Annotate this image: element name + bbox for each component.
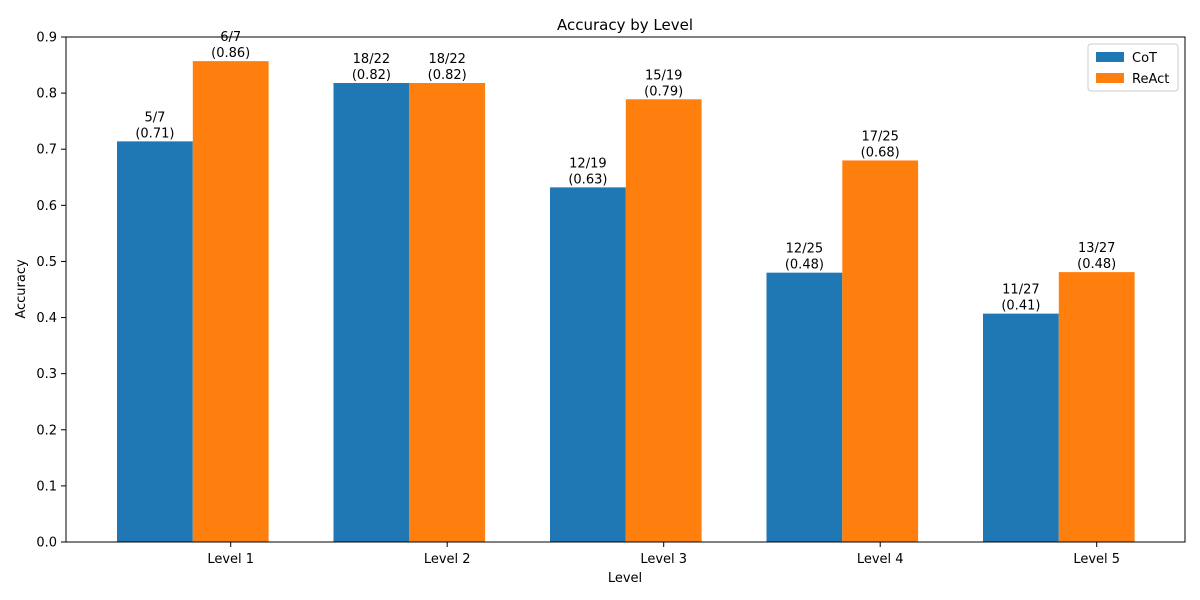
data-label-fraction: 18/22 (428, 52, 465, 67)
data-label-value: (0.82) (352, 68, 391, 83)
y-tick-label: 0.4 (36, 311, 57, 326)
y-tick-label: 0.9 (36, 31, 57, 46)
y-tick-label: 0.7 (36, 143, 57, 158)
y-tick-label: 0.3 (36, 367, 57, 382)
data-label-value: (0.48) (785, 258, 824, 273)
data-label-value: (0.79) (644, 84, 683, 99)
y-axis-label: Accuracy (14, 259, 29, 319)
bar-cot-1 (117, 141, 193, 542)
data-label-fraction: 12/19 (569, 156, 606, 171)
x-axis-label: Level (608, 571, 642, 586)
legend-label-cot: CoT (1132, 51, 1157, 66)
y-tick-label: 0.6 (36, 199, 57, 214)
bar-react-2 (409, 83, 486, 542)
legend: CoT ReAct (1087, 43, 1179, 92)
bar-cot-2 (333, 83, 410, 542)
x-tick-label: Level 1 (207, 552, 254, 567)
x-axis-ticks: Level 1 Level 2 Level 3 Level 4 Level 5 (207, 542, 1120, 567)
bar-cot-4 (766, 272, 843, 542)
data-label-fraction: 11/27 (1002, 283, 1039, 298)
bar-react-1 (192, 61, 269, 542)
data-label-fraction: 17/25 (861, 129, 898, 144)
x-tick-label: Level 4 (857, 552, 904, 567)
legend-label-react: ReAct (1132, 72, 1169, 87)
data-label-fraction: 5/7 (144, 110, 165, 125)
legend-swatch-react (1096, 73, 1124, 83)
bar-react-4 (842, 160, 919, 542)
y-tick-label: 0.1 (36, 479, 57, 494)
data-label-value: (0.86) (211, 46, 250, 61)
bar-cot-5 (983, 313, 1059, 542)
data-label-value: (0.48) (1077, 257, 1116, 272)
bar-cot-3 (550, 187, 626, 542)
data-label-fraction: 6/7 (220, 30, 241, 45)
data-label-value: (0.63) (568, 172, 607, 187)
x-tick-label: Level 5 (1073, 552, 1120, 567)
data-labels-group: 5/7(0.71)6/7(0.86) 18/22(0.82)18/22(0.82)… (135, 30, 1116, 314)
data-label-fraction: 18/22 (353, 52, 390, 67)
data-label-fraction: 13/27 (1078, 241, 1115, 256)
chart-title: Accuracy by Level (557, 16, 693, 34)
data-label-value: (0.41) (1001, 299, 1040, 314)
legend-swatch-cot (1096, 52, 1124, 62)
data-label-value: (0.71) (135, 126, 174, 141)
data-label-value: (0.68) (861, 145, 900, 160)
x-tick-label: Level 3 (640, 552, 687, 567)
y-tick-label: 0.2 (36, 423, 57, 438)
y-tick-label: 0.5 (36, 255, 57, 270)
data-label-fraction: 15/19 (645, 68, 682, 83)
data-label-value: (0.82) (428, 68, 467, 83)
bars-group (117, 61, 1135, 543)
x-tick-label: Level 2 (424, 552, 471, 567)
y-tick-label: 0.0 (36, 536, 57, 551)
bar-react-5 (1058, 272, 1135, 542)
data-label-fraction: 12/25 (786, 242, 823, 257)
y-axis-ticks: 0.0 0.1 0.2 0.3 0.4 0.5 0.6 0.7 0.8 0.9 (36, 31, 66, 551)
bar-react-3 (625, 99, 702, 543)
y-tick-label: 0.8 (36, 87, 57, 102)
plot-frame (65, 36, 1186, 543)
